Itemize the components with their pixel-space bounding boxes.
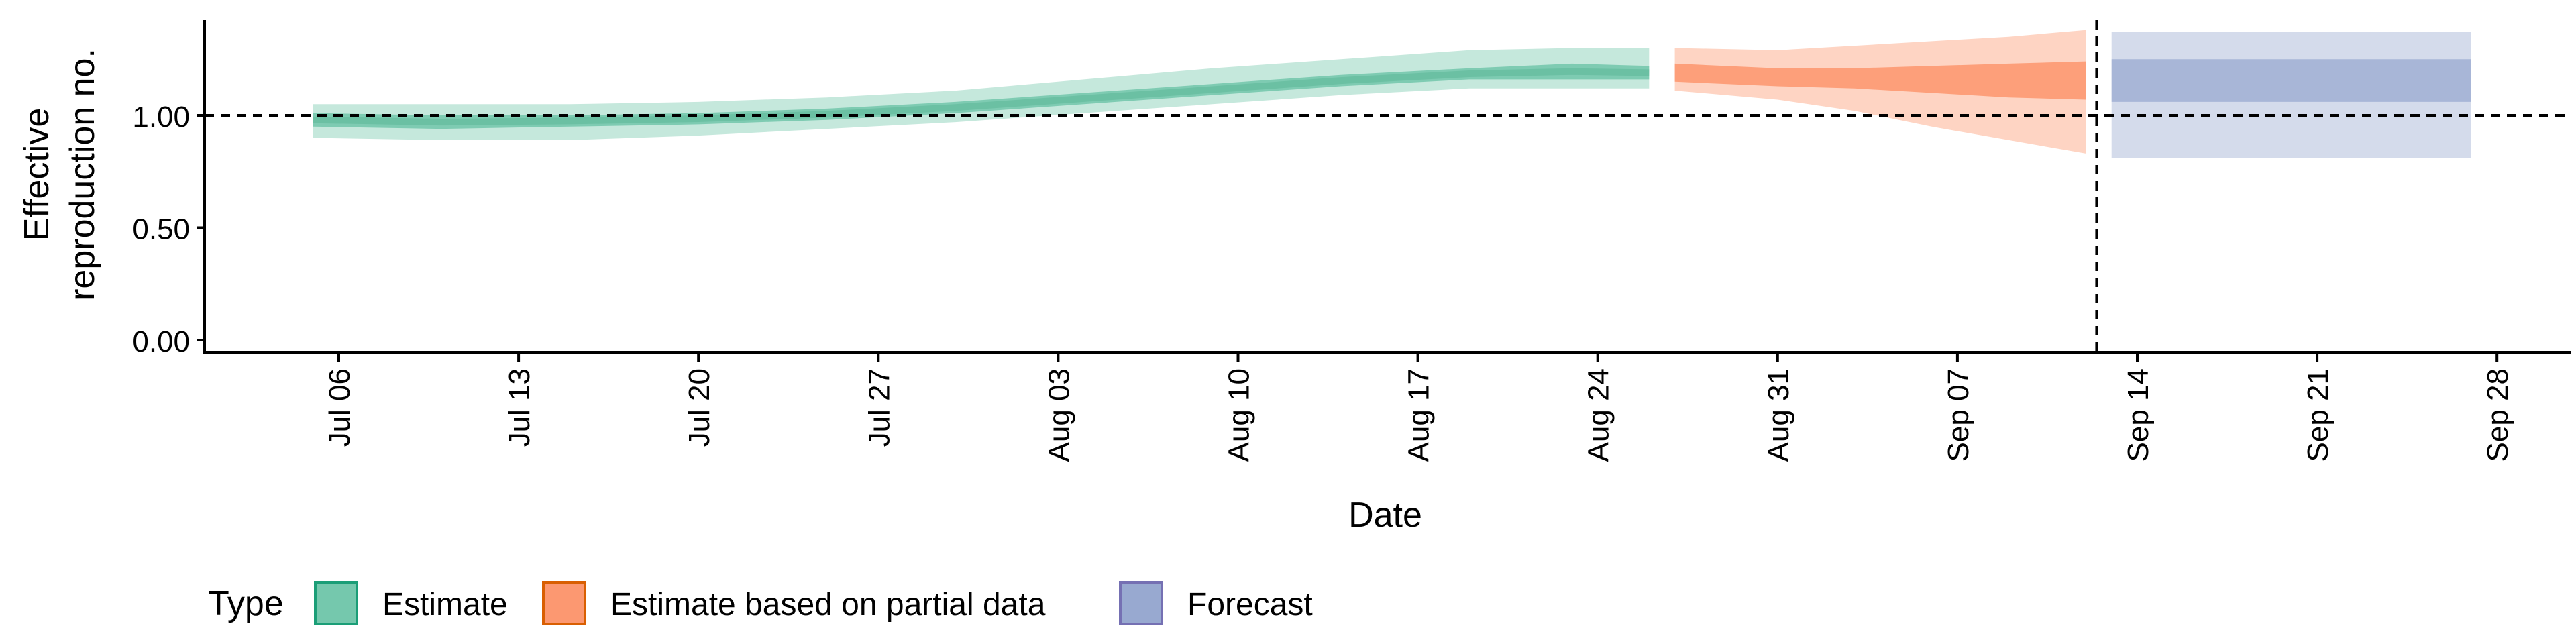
reference-lines-layer: [205, 20, 2571, 352]
y-tick-label: 1.00: [132, 101, 190, 133]
x-tick-label: Jul 13: [503, 368, 536, 447]
legend: Type Estimate Estimate based on partial d…: [208, 581, 1313, 625]
x-tick-label: Jul 06: [323, 368, 356, 447]
bands-layer: [313, 30, 2471, 158]
x-tick-label: Sep 28: [2481, 368, 2514, 462]
x-tick-label: Sep 07: [1942, 368, 1975, 462]
estimate-based-on-partial-data-band-90: [1674, 30, 2086, 154]
x-tick-label: Aug 24: [1582, 368, 1615, 462]
x-tick-label: Aug 17: [1403, 368, 1436, 462]
x-tick-label: Jul 20: [683, 368, 716, 447]
legend-swatch-estimate-based-on-partial-data: [542, 581, 586, 625]
legend-label-estimate: Estimate: [382, 587, 508, 623]
x-tick-label: Jul 27: [863, 368, 896, 447]
estimate-median-line: [313, 68, 1650, 126]
axes-layer: [203, 20, 2571, 354]
x-tick-label: Aug 31: [1762, 368, 1795, 462]
x-tick-label: Sep 21: [2302, 368, 2334, 462]
legend-title: Type: [208, 584, 284, 623]
estimate-based-on-partial-data-band-50: [1674, 61, 2086, 100]
y-ticks-layer: 0.00 0.50 1.00: [132, 101, 205, 358]
legend-label-forecast: Forecast: [1187, 587, 1313, 623]
x-axis-label: Date: [1348, 496, 1422, 535]
legend-swatch-forecast: [1119, 581, 1163, 625]
x-tick-label: Aug 03: [1042, 368, 1075, 462]
legend-label-estimate-based-on-partial-data: Estimate based on partial data: [610, 587, 1046, 623]
legend-swatch-estimate: [314, 581, 358, 625]
x-ticks-layer: Jul 06 Jul 13 Jul 20 Jul 27 Aug 03 Aug 10 Aug …: [323, 352, 2514, 462]
y-axis-label-line-2: reproduction no.: [63, 48, 102, 301]
x-tick-label: Aug 10: [1223, 368, 1256, 462]
y-axis-label-line-1: Effective: [17, 108, 56, 241]
y-tick-label: 0.50: [132, 213, 190, 246]
forecast-band-50: [2111, 59, 2471, 102]
x-tick-label: Sep 14: [2122, 368, 2155, 462]
y-tick-label: 0.00: [132, 325, 190, 358]
